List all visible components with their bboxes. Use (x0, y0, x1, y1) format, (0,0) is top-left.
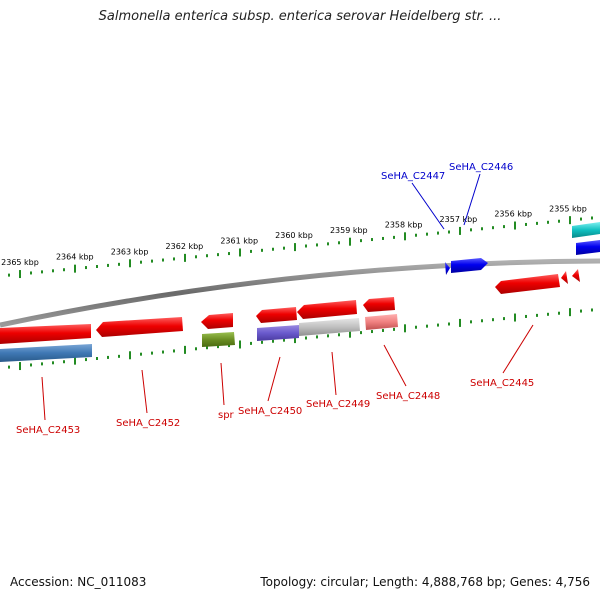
callout-spr (220, 362, 225, 406)
label-spr[interactable]: spr (218, 410, 235, 421)
label-SeHA_C2448[interactable]: SeHA_C2448 (376, 391, 440, 402)
gene-labels: SeHA_C2447 SeHA_C2446 SeHA_C2453 SeHA_C2… (16, 162, 534, 436)
callout-SeHA_C2450 (267, 356, 281, 402)
gene-spr-arrow[interactable] (201, 313, 233, 329)
gene-SeHA_C2446-arrow[interactable] (451, 258, 488, 273)
label-SeHA_C2450[interactable]: SeHA_C2450 (238, 406, 302, 417)
callout-SeHA_C2447 (411, 182, 445, 230)
tick-label: 2360 kbp (275, 231, 313, 240)
tick-label: 2356 kbp (494, 210, 532, 219)
gene-small-reverse-arrow-b[interactable] (572, 269, 580, 282)
outer-tick-ruler (8, 216, 593, 279)
gene-small-reverse-arrow-a[interactable] (561, 271, 568, 284)
gene-SeHA_C2448-arrow[interactable] (363, 297, 395, 312)
callout-SeHA_C2449 (331, 351, 337, 396)
gene-SeHA_C2450-lower[interactable] (257, 325, 299, 341)
callout-SeHA_C2448 (383, 344, 407, 387)
tick-label: 2365 kbp (1, 258, 39, 267)
tick-label: 2357 kbp (440, 215, 478, 224)
label-SeHA_C2447[interactable]: SeHA_C2447 (381, 171, 445, 182)
label-SeHA_C2449[interactable]: SeHA_C2449 (306, 399, 370, 410)
gene-SeHA_C2445-arrow[interactable] (495, 274, 560, 294)
callout-SeHA_C2453 (41, 376, 46, 421)
tick-label: 2361 kbp (220, 237, 258, 246)
tick-label: 2362 kbp (166, 242, 204, 251)
forward-features (445, 222, 600, 275)
tick-label: 2364 kbp (56, 253, 94, 262)
label-SeHA_C2452[interactable]: SeHA_C2452 (116, 418, 180, 429)
label-SeHA_C2445[interactable]: SeHA_C2445 (470, 378, 534, 389)
map-title: Salmonella enterica subsp. enterica sero… (98, 9, 502, 24)
tick-label: 2358 kbp (385, 220, 423, 229)
callout-lines (41, 173, 534, 421)
gene-spr-lower[interactable] (202, 332, 235, 347)
accession-text: Accession: NC_011083 (10, 575, 147, 589)
reverse-features (0, 269, 580, 362)
gene-SeHA_C2449-arrow[interactable] (297, 300, 357, 319)
gene-SeHA_C2453-lower[interactable] (0, 344, 92, 362)
callout-SeHA_C2445 (502, 324, 534, 374)
tick-labels: 2365 kbp 2364 kbp 2363 kbp 2362 kbp 2361 kbp… (1, 204, 587, 267)
inner-tick-ruler (8, 308, 593, 371)
gene-SeHA_C2449-lower[interactable] (299, 318, 360, 336)
gene-SeHA_C2447-arrow[interactable] (445, 262, 450, 275)
tick-label: 2363 kbp (111, 247, 149, 256)
gene-SeHA_C2453-arrow[interactable] (0, 324, 91, 344)
label-SeHA_C2446[interactable]: SeHA_C2446 (449, 162, 513, 173)
gene-SeHA_C2452-arrow[interactable] (96, 317, 183, 337)
tick-label: 2355 kbp (549, 204, 587, 213)
callout-SeHA_C2452 (141, 369, 148, 414)
gene-SeHA_C2450-arrow[interactable] (256, 307, 297, 323)
gene-blue-edge-feature[interactable] (576, 240, 600, 255)
genome-summary-text: Topology: circular; Length: 4,888,768 bp… (260, 575, 590, 589)
gene-SeHA_C2448-lower[interactable] (365, 314, 398, 330)
label-SeHA_C2453[interactable]: SeHA_C2453 (16, 425, 80, 436)
genome-backbone (0, 258, 600, 328)
tick-label: 2359 kbp (330, 226, 368, 235)
callout-SeHA_C2446 (463, 173, 481, 226)
gene-cyan-feature[interactable] (572, 222, 600, 238)
